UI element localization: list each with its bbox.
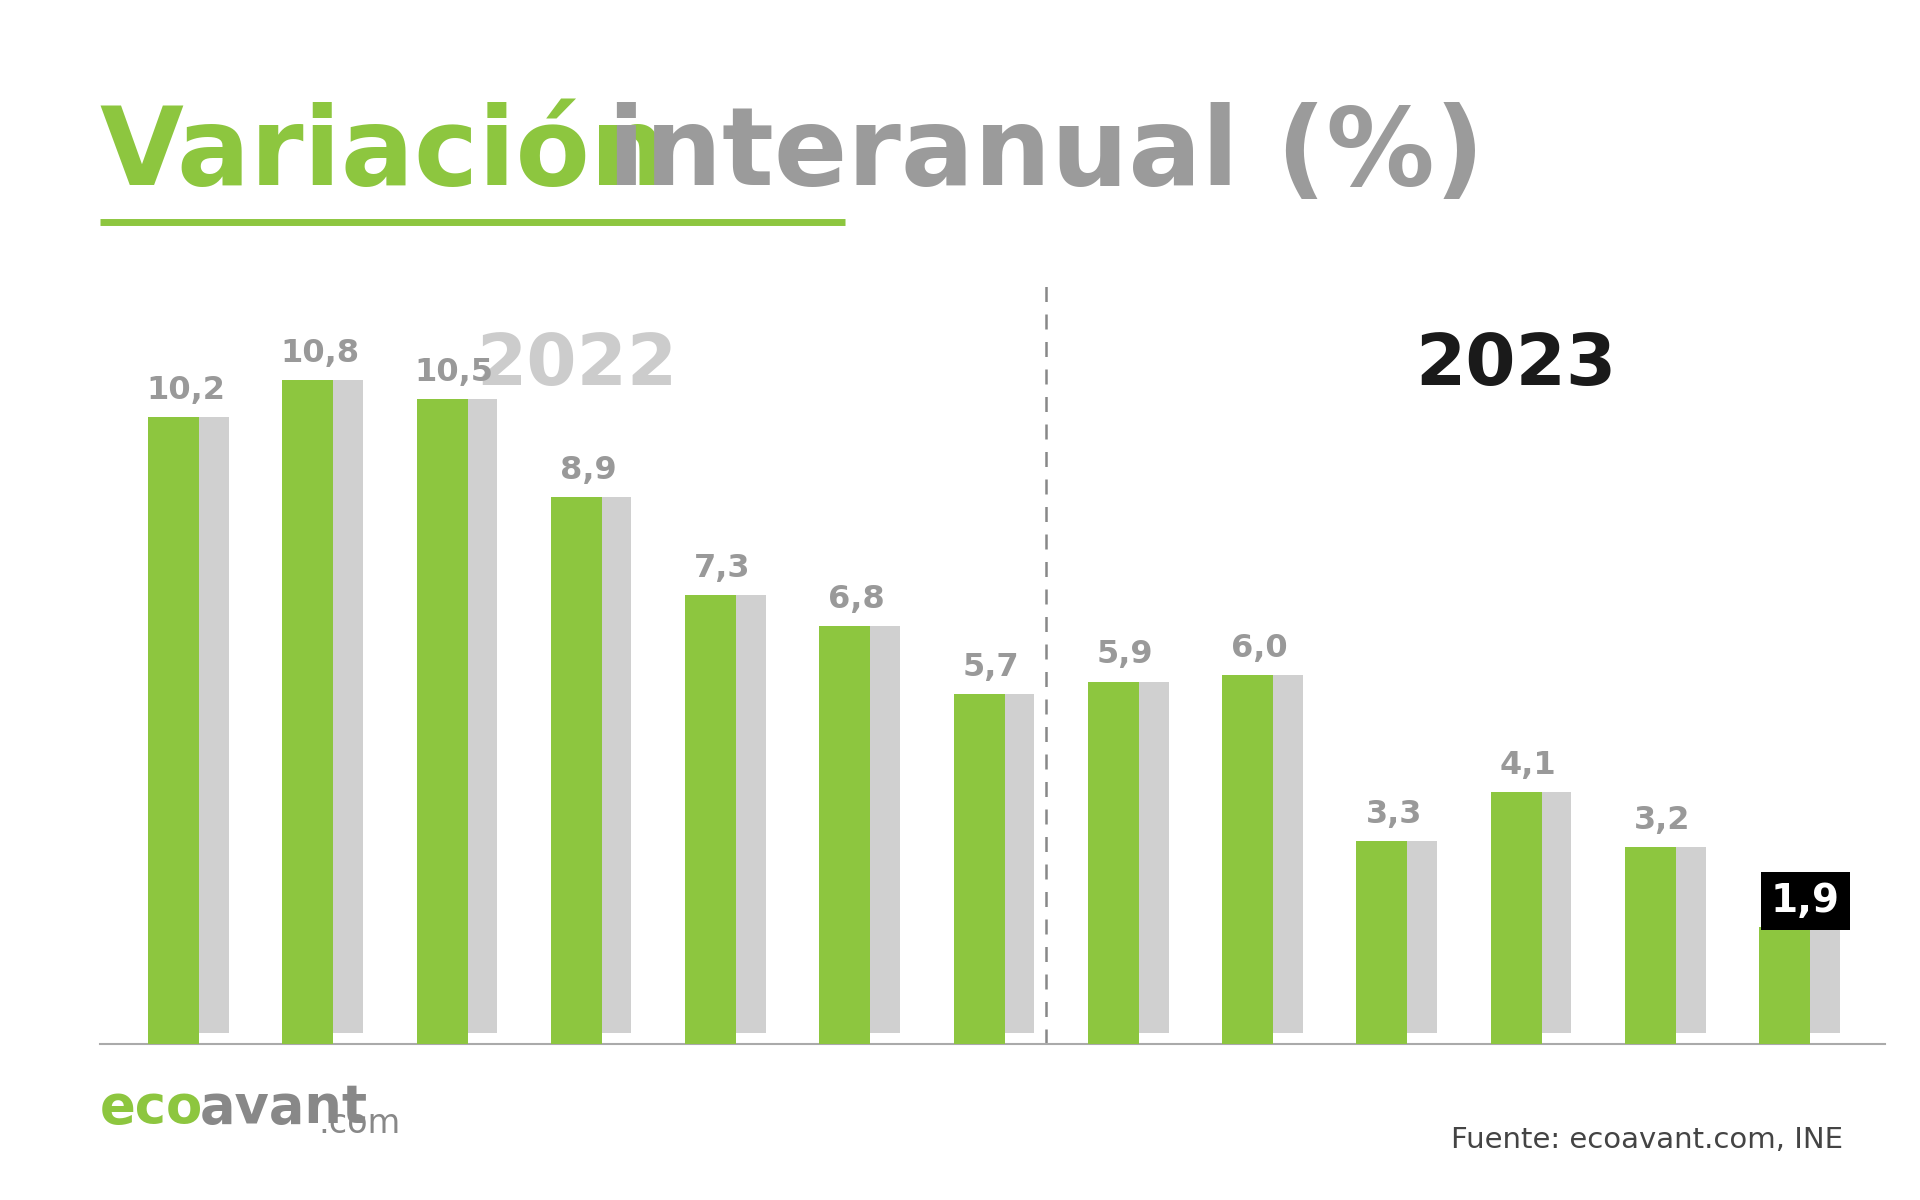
Bar <box>282 380 334 1044</box>
Bar <box>1386 841 1436 1033</box>
Bar <box>1759 928 1811 1044</box>
Text: interanual (%): interanual (%) <box>570 102 1484 208</box>
Text: 3,3: 3,3 <box>1365 799 1423 830</box>
Text: 7,3: 7,3 <box>695 553 751 584</box>
Bar <box>311 380 363 1033</box>
Bar <box>1624 847 1676 1044</box>
Bar <box>417 398 468 1044</box>
Bar <box>148 418 200 1044</box>
Text: 4,1: 4,1 <box>1500 750 1557 781</box>
Bar <box>1789 928 1839 1033</box>
Text: 1,9: 1,9 <box>1770 882 1839 920</box>
Bar <box>551 497 603 1044</box>
Text: 5,7: 5,7 <box>962 652 1020 683</box>
Bar <box>849 626 900 1033</box>
Text: Fuente: ecoavant.com, INE: Fuente: ecoavant.com, INE <box>1452 1127 1843 1154</box>
Bar <box>954 694 1004 1044</box>
Bar <box>820 626 870 1044</box>
Bar <box>1223 676 1273 1044</box>
Bar <box>1490 792 1542 1044</box>
Text: avant: avant <box>200 1082 369 1134</box>
Text: 8,9: 8,9 <box>561 455 616 486</box>
Bar <box>1521 792 1571 1033</box>
Text: 10,2: 10,2 <box>146 376 225 407</box>
Text: 2022: 2022 <box>476 331 678 401</box>
Bar <box>1252 676 1304 1033</box>
Text: .com: .com <box>319 1106 401 1140</box>
Bar <box>1117 682 1169 1033</box>
Bar <box>1655 847 1705 1033</box>
Text: 6,8: 6,8 <box>828 584 885 616</box>
Bar <box>983 694 1035 1033</box>
Bar <box>179 418 228 1033</box>
Bar <box>445 398 497 1033</box>
Text: 2023: 2023 <box>1415 331 1617 401</box>
Bar <box>1356 841 1407 1044</box>
Bar <box>1089 682 1139 1044</box>
Text: 3,2: 3,2 <box>1634 805 1690 836</box>
Text: 10,8: 10,8 <box>280 338 359 370</box>
Text: 6,0: 6,0 <box>1231 634 1288 665</box>
Bar <box>580 497 632 1033</box>
Text: eco: eco <box>100 1082 204 1134</box>
Bar <box>714 595 766 1033</box>
Text: Variación: Variación <box>100 102 668 208</box>
Text: 5,9: 5,9 <box>1096 640 1154 671</box>
Bar <box>685 595 735 1044</box>
Text: 10,5: 10,5 <box>415 356 493 388</box>
